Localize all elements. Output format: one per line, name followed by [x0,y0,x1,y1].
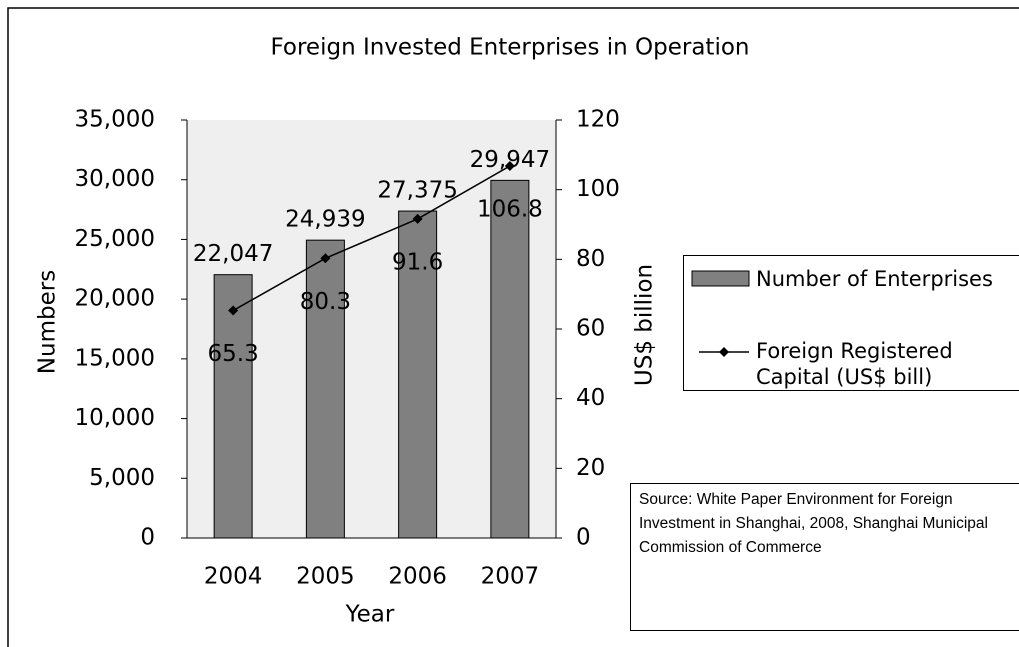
line-label: 106.8 [477,196,543,222]
y2-tick-label: 0 [576,525,591,551]
legend-label: Number of Enterprises [756,267,993,291]
x-tick-label: 2007 [481,564,540,590]
y-axis-label: Numbers [35,270,61,374]
legend-label: Foreign Registered Capital (US$ bill) [756,339,953,389]
y-tick-label: 20,000 [75,286,155,312]
bar-label: 24,939 [285,207,365,233]
y-tick-label: 0 [140,525,155,551]
y-tick-label: 35,000 [75,107,155,133]
bar-label: 22,047 [193,241,273,267]
y2-tick-label: 100 [576,176,620,202]
line-label: 91.6 [392,249,443,275]
source-text: Source: White Paper Environment for Fore… [639,491,988,556]
bar [213,274,253,539]
line-marker [320,253,331,264]
bar [490,179,530,539]
bar [398,210,438,539]
y2-tick-label: 80 [576,246,605,272]
x-tick-label: 2005 [296,564,355,590]
legend-swatch [691,270,750,287]
bar [305,239,345,539]
chart-title: Foreign Invested Enterprises in Operatio… [271,35,750,61]
y-tick-label: 5,000 [89,465,155,491]
legend-swatches [691,270,750,357]
line-marker [228,305,239,316]
y2-tick-label: 60 [576,316,605,342]
x-tick-label: 2004 [204,564,263,590]
line-label: 65.3 [208,341,259,367]
y-tick-label: 30,000 [75,166,155,192]
bar-label: 27,375 [377,178,457,204]
line-marker [504,160,515,171]
legend-marker [719,347,729,357]
y2-tick-label: 20 [576,455,605,481]
y2-tick-label: 120 [576,107,620,133]
y-tick-label: 25,000 [75,226,155,252]
y-tick-label: 15,000 [75,345,155,371]
y2-tick-label: 40 [576,385,605,411]
x-axis-label: Year [345,602,395,628]
y2-axis-label: US$ billion [632,264,658,386]
line [232,165,511,312]
x-tick-label: 2006 [388,564,447,590]
line-marker [412,213,423,224]
line-label: 80.3 [300,289,351,315]
y-tick-label: 10,000 [75,405,155,431]
source-note: Source: White Paper Environment for Fore… [630,483,1019,631]
legend: Number of Enterprises Foreign Registered… [683,255,1019,391]
